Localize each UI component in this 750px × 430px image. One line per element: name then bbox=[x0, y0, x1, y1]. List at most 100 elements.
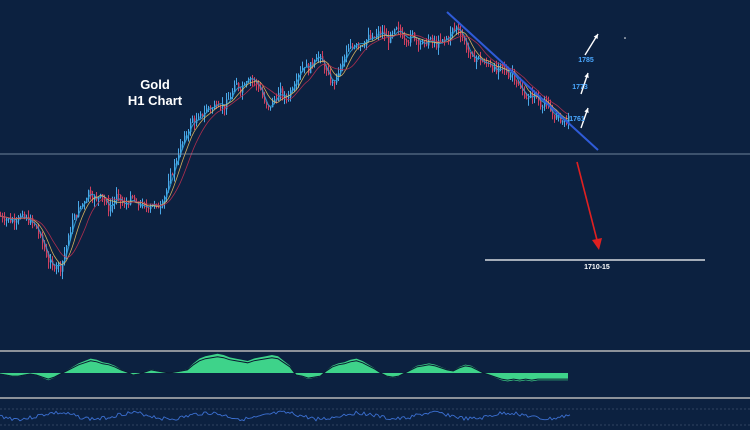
candle-body bbox=[128, 203, 130, 205]
candle-body bbox=[96, 196, 98, 200]
candle-body bbox=[32, 218, 34, 223]
candle-body bbox=[524, 90, 526, 98]
candle-body bbox=[476, 57, 478, 62]
candle-body bbox=[158, 205, 160, 209]
candle-body bbox=[500, 63, 502, 66]
candle-body bbox=[402, 32, 404, 38]
candle-body bbox=[362, 45, 364, 47]
candle-body bbox=[54, 266, 56, 270]
candle-body bbox=[466, 41, 468, 50]
candle-body bbox=[326, 69, 328, 71]
candle-body bbox=[90, 190, 92, 197]
candle-body bbox=[78, 207, 80, 217]
oscillator-histogram bbox=[0, 353, 568, 382]
candle-body bbox=[354, 47, 356, 49]
candle-body bbox=[132, 196, 134, 198]
candle-body bbox=[526, 97, 528, 99]
candle-body bbox=[6, 219, 8, 221]
candle-body bbox=[28, 217, 30, 224]
candle-body bbox=[60, 263, 62, 272]
up-arrow-head bbox=[584, 108, 589, 113]
candle-body bbox=[4, 218, 6, 221]
candle-body bbox=[206, 108, 208, 113]
candle-body bbox=[312, 62, 314, 65]
candle-body bbox=[106, 201, 108, 203]
label-1773: 1773 bbox=[572, 84, 588, 91]
candle-body bbox=[344, 56, 346, 61]
candle-body bbox=[24, 214, 26, 219]
candle-body bbox=[216, 104, 218, 106]
candle-body bbox=[390, 33, 392, 43]
candle-body bbox=[494, 66, 496, 71]
candle-body bbox=[18, 218, 20, 221]
candle-body bbox=[194, 118, 196, 124]
candle-body bbox=[176, 160, 178, 164]
candle-body bbox=[170, 174, 172, 181]
candle-body bbox=[280, 88, 282, 93]
marker-dot bbox=[624, 37, 626, 39]
candle-body bbox=[138, 202, 140, 206]
candle-body bbox=[420, 43, 422, 45]
candle-body bbox=[66, 245, 68, 254]
candle-body bbox=[394, 29, 396, 33]
ma-slow-line bbox=[0, 33, 569, 258]
candle-body bbox=[554, 114, 556, 119]
candle-body bbox=[424, 40, 426, 42]
candle-body bbox=[230, 97, 232, 99]
candle-body bbox=[234, 84, 236, 91]
candle-body bbox=[528, 97, 530, 99]
candle-body bbox=[506, 68, 508, 74]
candle-body bbox=[532, 94, 534, 98]
candle-body bbox=[504, 67, 506, 69]
candle-body bbox=[542, 106, 544, 108]
candle-body bbox=[114, 200, 116, 204]
candle-body bbox=[178, 155, 180, 161]
candle-body bbox=[120, 194, 122, 202]
candle-body bbox=[352, 46, 354, 48]
candle-body bbox=[444, 39, 446, 41]
candle-body bbox=[540, 101, 542, 107]
candle-body bbox=[174, 163, 176, 175]
candle-body bbox=[258, 84, 260, 89]
candle-body bbox=[42, 234, 44, 244]
candle-body bbox=[98, 197, 100, 200]
candle-body bbox=[142, 203, 144, 206]
candle-body bbox=[36, 224, 38, 229]
candle-body bbox=[76, 214, 78, 217]
candle-body bbox=[492, 66, 494, 71]
candle-body bbox=[416, 40, 418, 42]
candle-body bbox=[440, 40, 442, 42]
candle-body bbox=[478, 56, 480, 58]
candle-body bbox=[302, 67, 304, 72]
candle-body bbox=[200, 113, 202, 117]
candle-body bbox=[220, 106, 222, 108]
candle-body bbox=[562, 120, 564, 123]
candle-body bbox=[430, 37, 432, 40]
candle-body bbox=[126, 203, 128, 205]
candle-body bbox=[180, 144, 182, 156]
candle-body bbox=[2, 216, 4, 219]
candle-body bbox=[490, 64, 492, 67]
ma-fast-line bbox=[0, 28, 568, 267]
candle-body bbox=[22, 214, 24, 216]
candle-body bbox=[342, 60, 344, 66]
candle-body bbox=[348, 48, 350, 52]
candle-body bbox=[190, 122, 192, 132]
candle-body bbox=[40, 233, 42, 235]
candle-body bbox=[148, 207, 150, 210]
candle-body bbox=[70, 232, 72, 236]
candle-body bbox=[104, 197, 106, 202]
candle-body bbox=[560, 114, 562, 123]
candle-body bbox=[58, 263, 60, 266]
candle-body bbox=[392, 32, 394, 34]
projection-arrow-line bbox=[576, 161, 599, 245]
downtrend-line bbox=[446, 11, 599, 151]
candle-body bbox=[380, 31, 382, 34]
up-arrow-head bbox=[584, 73, 589, 78]
candle-body bbox=[318, 56, 320, 58]
candle-body bbox=[470, 52, 472, 54]
candle-body bbox=[550, 106, 552, 112]
candle-body bbox=[282, 88, 284, 98]
